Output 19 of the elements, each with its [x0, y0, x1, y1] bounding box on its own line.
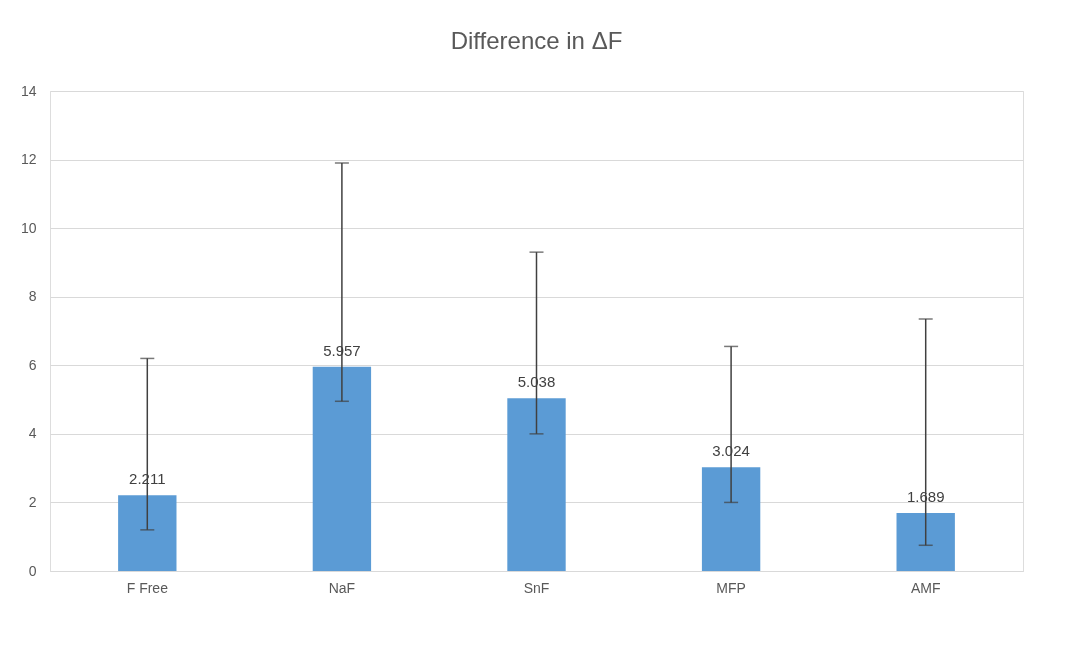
y-tick-label: 10 — [20, 219, 37, 236]
bar — [701, 467, 761, 571]
x-tick-label: NaF — [328, 579, 356, 596]
y-tick-label: 8 — [28, 288, 37, 305]
x-tick-label: AMF — [910, 579, 941, 596]
y-tick-label: 12 — [20, 151, 37, 168]
x-tick-label: MFP — [716, 579, 746, 596]
y-tick-label: 0 — [28, 562, 37, 579]
bar — [507, 398, 566, 571]
x-tick-label: SnF — [523, 579, 550, 596]
bar — [312, 366, 372, 571]
y-tick-label: 6 — [28, 356, 37, 373]
y-tick-label: 14 — [20, 82, 37, 99]
y-tick-label: 4 — [28, 425, 37, 442]
bar — [896, 513, 955, 571]
bar — [118, 495, 177, 571]
x-tick-label: F Free — [126, 579, 169, 596]
chart-title: Difference in ΔF — [450, 27, 623, 54]
y-tick-label: 2 — [28, 493, 37, 510]
